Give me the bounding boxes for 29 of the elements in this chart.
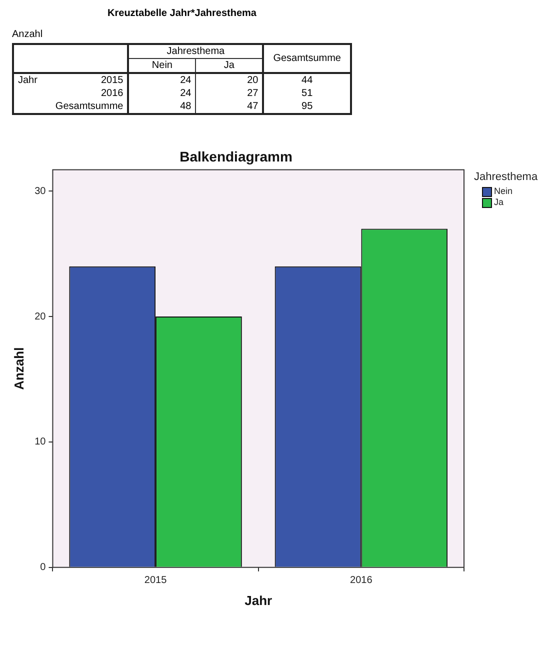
- text: Anzahl: [12, 29, 44, 42]
- x-tick-label: Gesamtsumme: [263, 44, 351, 73]
- y-tick-label: 0: [40, 562, 46, 574]
- y-tick-label: 2015: [100, 75, 124, 86]
- data-label: 47: [196, 100, 264, 114]
- legend-title: Jahresthema: [474, 171, 538, 183]
- data-label: 27: [196, 87, 264, 100]
- y-tick-label: Gesamtsumme: [20, 100, 128, 114]
- x-axis-title: Jahr: [244, 592, 272, 608]
- data-label: 24: [128, 73, 196, 87]
- data-label: 24: [128, 87, 196, 100]
- data-label: 44: [263, 73, 351, 87]
- data-label: 20: [196, 73, 264, 87]
- chart-title: Balkendiagramm: [180, 148, 292, 164]
- y-axis-title: Anzahl: [11, 347, 26, 390]
- legend-title: Jahresthema: [128, 44, 264, 58]
- y-tick-label: 2016: [20, 87, 128, 100]
- y-tick-label: 30: [34, 186, 46, 197]
- x-tick-label: Nein: [128, 58, 196, 73]
- data-label: 48: [128, 100, 196, 114]
- data-label: 95: [263, 100, 351, 114]
- legend-label: Ja: [493, 197, 505, 208]
- y-tick-label: 10: [34, 436, 46, 448]
- data-label: 51: [263, 87, 351, 100]
- legend-label: Nein: [493, 186, 514, 197]
- y-tick-label: 20: [34, 311, 46, 322]
- y-axis-title: Jahr: [18, 75, 38, 86]
- x-tick-label: Ja: [196, 58, 264, 73]
- chart-title: Kreuztabelle Jahr*Jahresthema: [106, 8, 258, 19]
